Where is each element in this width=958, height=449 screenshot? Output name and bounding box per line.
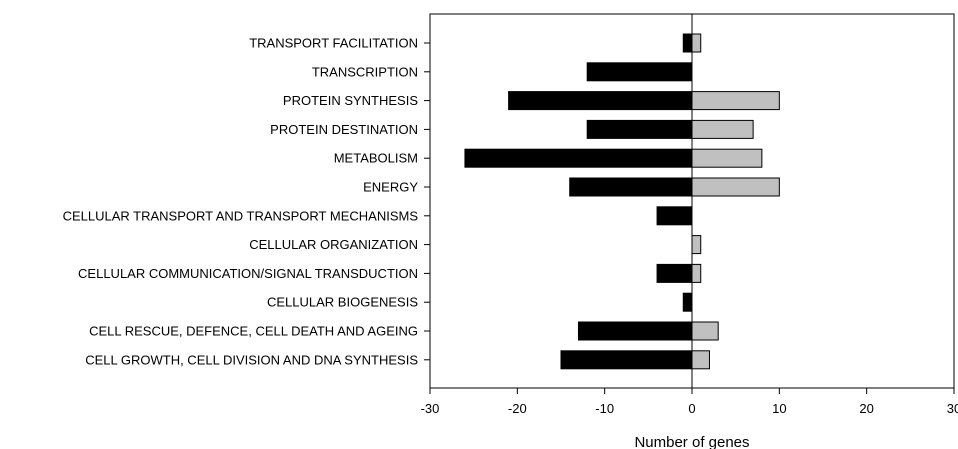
bar-series-2-10 <box>691 321 719 341</box>
bar-series-1-3 <box>586 119 693 139</box>
x-tick-label: 10 <box>772 401 786 416</box>
category-label: CELLULAR BIOGENESIS <box>267 295 418 310</box>
x-tick-label: -20 <box>508 401 527 416</box>
bar-series-1-5 <box>569 177 693 197</box>
bar-series-2-3 <box>691 119 754 139</box>
x-tick-label: 30 <box>947 401 958 416</box>
category-label: METABOLISM <box>334 151 418 166</box>
category-label: PROTEIN SYNTHESIS <box>283 93 418 108</box>
bar-series-1-11 <box>560 350 693 370</box>
category-label: CELLULAR ORGANIZATION <box>249 237 418 252</box>
category-label: CELL GROWTH, CELL DIVISION AND DNA SYNTH… <box>85 352 418 367</box>
category-label: CELLULAR TRANSPORT AND TRANSPORT MECHANI… <box>63 208 419 223</box>
x-tick-label: 0 <box>688 401 695 416</box>
bar-series-2-7 <box>691 235 702 255</box>
category-label: CELL RESCUE, DEFENCE, CELL DEATH AND AGE… <box>89 324 418 339</box>
bar-series-1-4 <box>464 148 693 168</box>
category-label: ENERGY <box>363 180 418 195</box>
bar-series-2-4 <box>691 148 763 168</box>
category-label: TRANSPORT FACILITATION <box>249 36 418 51</box>
bar-series-1-6 <box>656 206 693 226</box>
category-label: TRANSCRIPTION <box>312 64 418 79</box>
bar-series-1-9 <box>682 292 693 312</box>
x-tick-label: -10 <box>595 401 614 416</box>
x-axis-title: Number of genes <box>634 434 749 449</box>
category-label: CELLULAR COMMUNICATION/SIGNAL TRANSDUCTI… <box>78 266 418 281</box>
bar-series-1-8 <box>656 263 693 283</box>
x-tick-label: 20 <box>859 401 873 416</box>
bar-series-2-11 <box>691 350 710 370</box>
bar-series-1-2 <box>508 91 693 111</box>
bar-series-2-2 <box>691 91 780 111</box>
bar-series-1-10 <box>577 321 693 341</box>
x-tick-label: -30 <box>421 401 440 416</box>
bar-series-1-0 <box>682 33 693 53</box>
bar-series-2-8 <box>691 263 702 283</box>
category-label: PROTEIN DESTINATION <box>270 122 418 137</box>
bar-series-2-5 <box>691 177 780 197</box>
bar-series-2-0 <box>691 33 702 53</box>
bar-series-1-1 <box>586 62 693 82</box>
